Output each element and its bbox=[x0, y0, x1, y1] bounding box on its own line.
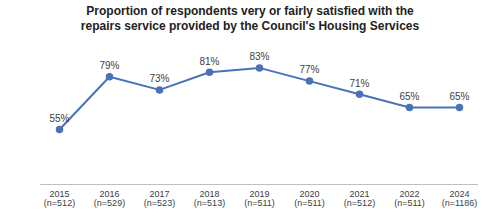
svg-text:2018(n=513): 2018(n=513) bbox=[194, 189, 225, 208]
svg-text:77%: 77% bbox=[299, 64, 319, 75]
html-text:Proportion of respondents very: Proportion of respondents very or fairly… bbox=[80, 4, 420, 33]
svg-text:2024(n=1186): 2024(n=1186) bbox=[442, 189, 478, 208]
svg-text:83%: 83% bbox=[249, 51, 269, 62]
svg-text:2020(n=511): 2020(n=511) bbox=[294, 189, 325, 208]
svg-text:55%: 55% bbox=[49, 113, 69, 124]
svg-text:79%: 79% bbox=[99, 60, 119, 71]
svg-text:2015(n=512): 2015(n=512) bbox=[44, 189, 75, 208]
svg-text:2016(n=529): 2016(n=529) bbox=[94, 189, 125, 208]
svg-text:81%: 81% bbox=[199, 56, 219, 67]
svg-text:2021(n=512): 2021(n=512) bbox=[344, 189, 375, 208]
svg-text:2022(n=511): 2022(n=511) bbox=[394, 189, 425, 208]
svg-text:2019(n=511): 2019(n=511) bbox=[244, 189, 275, 208]
svg-text:71%: 71% bbox=[349, 78, 369, 89]
svg-text:2017(n=523): 2017(n=523) bbox=[144, 189, 175, 208]
svg-text:65%: 65% bbox=[449, 91, 469, 102]
svg-text:65%: 65% bbox=[399, 91, 419, 102]
svg-text:73%: 73% bbox=[149, 73, 169, 84]
